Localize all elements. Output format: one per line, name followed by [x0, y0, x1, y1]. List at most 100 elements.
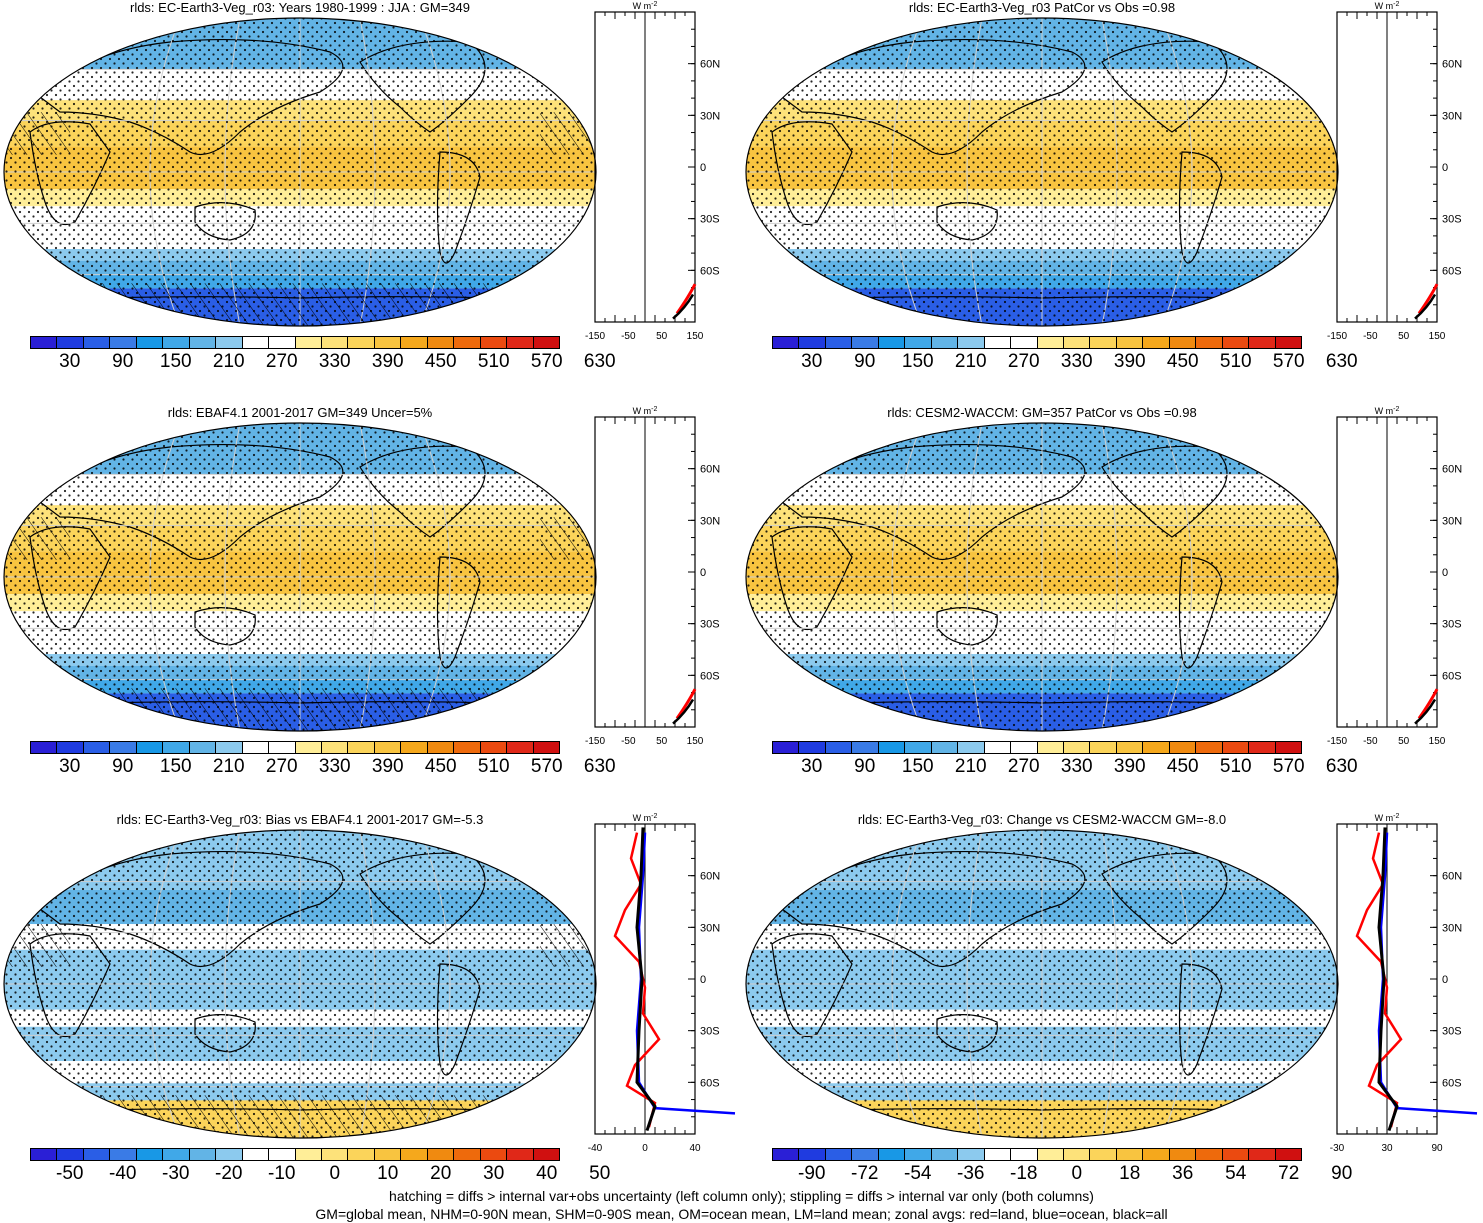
colorbar-label: 54 — [1225, 1163, 1247, 1184]
colorbar-label: 90 — [112, 351, 134, 372]
x-tick-label: 50 — [1398, 331, 1410, 342]
colorbar-label: 30 — [483, 1163, 505, 1184]
colorbar-label: -20 — [215, 1163, 243, 1184]
colorbar-swatch — [454, 337, 481, 348]
x-tick-label: 150 — [687, 331, 704, 342]
colorbar-swatch — [427, 337, 455, 348]
zonal-land-curve — [1417, 283, 1439, 315]
colorbar-swatch — [57, 1149, 84, 1160]
colorbar-swatch — [852, 337, 879, 348]
colorbar-swatch — [905, 1149, 932, 1160]
lat-label: 60N — [1442, 59, 1462, 71]
colorbar-swatch — [984, 742, 1012, 753]
x-tick-label: 150 — [1429, 331, 1446, 342]
hatching — [4, 283, 596, 326]
colorbar-label: 90 — [1331, 1163, 1353, 1184]
colorbar-swatch — [1143, 1149, 1170, 1160]
colorbar-swatch — [1090, 1149, 1117, 1160]
colorbar-swatch — [295, 742, 322, 753]
colorbar-swatch — [533, 742, 560, 753]
colorbar-label: -30 — [162, 1163, 190, 1184]
colorbar-label: 390 — [1113, 351, 1146, 372]
zonal-all-curve — [1414, 698, 1437, 725]
colorbar-swatch — [242, 1149, 270, 1160]
colorbar-swatch — [507, 1149, 534, 1160]
colorbar-label: 40 — [536, 1163, 558, 1184]
colorbar-label: -54 — [904, 1163, 932, 1184]
colorbar-label: 330 — [1060, 351, 1093, 372]
x-tick-label: 0 — [642, 1143, 648, 1154]
colorbar-swatch — [1275, 337, 1302, 348]
panel-1: rlds: EC-Earth3-Veg_r03: Years 1980-1999… — [0, 0, 740, 400]
x-tick-label: -50 — [1363, 736, 1378, 747]
zonal-ocean-curve — [1377, 832, 1478, 1115]
colorbar-swatch — [825, 1149, 853, 1160]
x-tick-label: 150 — [687, 736, 704, 747]
colorbar-label: 330 — [318, 351, 351, 372]
lat-label: 30S — [700, 619, 720, 631]
colorbar-swatch — [878, 742, 906, 753]
colorbar-swatch — [83, 337, 111, 348]
colorbar-label: 150 — [159, 351, 192, 372]
colorbar-label: 72 — [1278, 1163, 1300, 1184]
colorbar-swatch — [1011, 742, 1038, 753]
x-tick-label: 30 — [1381, 1143, 1393, 1154]
colorbar-swatch — [321, 1149, 349, 1160]
lat-label: 30N — [1442, 922, 1462, 934]
hatching — [4, 517, 70, 560]
lat-label: 30S — [1442, 214, 1462, 226]
colorbar: 30 90 150 210 270 330 390 450 510 570 630 — [30, 336, 616, 373]
colorbar-swatch — [242, 337, 270, 348]
panel-2: rlds: EC-Earth3-Veg_r03 PatCor vs Obs =0… — [742, 0, 1482, 400]
stippling — [4, 830, 596, 1138]
x-tick-label: -150 — [1327, 331, 1347, 342]
colorbar-swatch — [216, 337, 243, 348]
colorbar-swatch — [110, 1149, 137, 1160]
colorbar-swatch — [1011, 1149, 1038, 1160]
colorbar-swatch — [1196, 337, 1223, 348]
colorbar-swatch — [427, 742, 455, 753]
hatching — [4, 112, 70, 155]
colorbar-swatch — [348, 742, 375, 753]
colorbar-swatch — [1116, 1149, 1144, 1160]
colorbar-label: -10 — [268, 1163, 296, 1184]
lat-label: 60N — [700, 59, 720, 71]
lat-label: 60N — [1442, 464, 1462, 476]
panel-4: rlds: CESM2-WACCM: GM=357 PatCor vs Obs … — [742, 405, 1482, 805]
world-map — [745, 422, 1339, 732]
lat-label: 30S — [1442, 1026, 1462, 1038]
x-tick-label: -40 — [588, 1143, 603, 1154]
colorbar-swatch — [189, 1149, 217, 1160]
colorbar-swatch — [401, 742, 428, 753]
colorbar-swatch — [480, 337, 508, 348]
colorbar-swatch — [1063, 1149, 1091, 1160]
colorbar-swatch — [1090, 337, 1117, 348]
colorbar-swatch — [216, 742, 243, 753]
hatching — [4, 688, 596, 731]
colorbar: -50 -40 -30 -20 -10 0 10 20 30 40 50 — [30, 1148, 610, 1185]
lat-label: 30S — [700, 214, 720, 226]
x-tick-label: 150 — [1429, 736, 1446, 747]
colorbar-swatch — [1275, 742, 1302, 753]
zonal-ocean-curve — [635, 832, 736, 1115]
zonal-land-curve — [675, 283, 697, 315]
colorbar-label: 510 — [1219, 756, 1252, 777]
colorbar-swatch — [295, 337, 322, 348]
colorbar-swatch — [533, 337, 560, 348]
lat-label: 0 — [700, 567, 706, 579]
colorbar-label: 630 — [583, 351, 616, 372]
colorbar-swatch — [454, 1149, 481, 1160]
lat-label: 60N — [700, 871, 720, 883]
colorbar-label: 510 — [477, 351, 510, 372]
x-tick-label: -150 — [1327, 736, 1347, 747]
colorbar-swatch — [242, 742, 270, 753]
colorbar-swatch — [958, 1149, 985, 1160]
colorbar-swatch — [163, 742, 190, 753]
colorbar-label: 390 — [371, 351, 404, 372]
colorbar-label: 0 — [1071, 1163, 1083, 1184]
colorbar-label: 270 — [1007, 351, 1040, 372]
colorbar-swatch — [348, 1149, 375, 1160]
colorbar-swatch — [269, 742, 296, 753]
zonal-all-curve — [635, 827, 657, 1132]
colorbar-swatch — [773, 742, 800, 753]
